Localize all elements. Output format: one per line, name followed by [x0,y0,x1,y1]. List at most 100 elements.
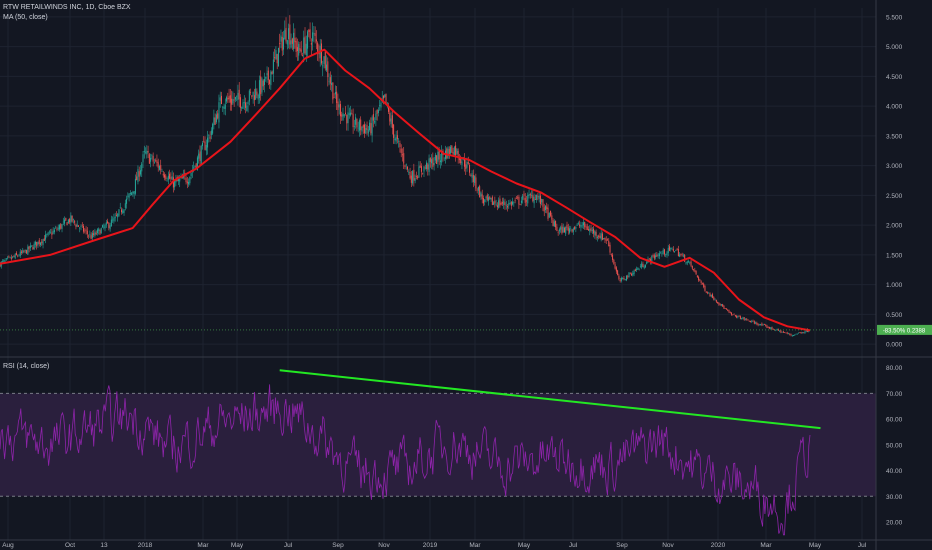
candle-body [681,254,683,256]
candle-body [724,308,726,310]
candle-body [613,259,615,264]
candle-body [2,261,4,262]
candle-body [595,232,597,237]
candle-body [314,33,316,37]
candle-body [88,235,90,237]
candle-body [589,229,591,232]
price-tick-label: 4.000 [886,104,903,111]
candle-body [569,228,571,233]
candle-body [617,270,619,276]
candle-body [467,162,469,164]
candle-body [300,49,302,52]
candle-body [515,197,517,199]
candle-body [542,199,544,207]
candle-body [752,320,754,322]
candle-body [69,218,71,223]
candle-body [165,175,167,179]
candle-body [677,249,679,257]
candle-body [103,226,105,228]
candle-body [422,172,424,174]
candle-body [43,238,45,241]
candle-body [55,227,57,229]
ma-line [0,48,811,332]
candle-body [427,164,429,170]
candle-body [32,247,34,250]
candle-body [328,80,330,82]
candle-body [785,332,787,334]
time-tick-label: 2019 [423,542,438,549]
candle-body [586,226,588,230]
candle-body [443,157,445,159]
candle-body [203,141,205,143]
candle-body [114,216,116,219]
candle-body [686,261,688,264]
candle-body [143,150,145,153]
candle-body [145,151,147,153]
candle-body [484,199,486,202]
candle-body [439,160,441,163]
candle-body [524,197,526,203]
candle-body [675,250,677,251]
candle-body [543,207,545,212]
candle-body [415,176,417,177]
candle-body [133,191,135,195]
candle-body [513,202,515,203]
candle-body [384,94,386,97]
candle-body [185,177,187,182]
candle-body [800,332,802,334]
candle-body [458,158,460,160]
candle-body [247,102,249,105]
candle-body [42,239,44,245]
candle-body [755,322,757,324]
candle-body [310,42,312,45]
candle-body [8,256,10,258]
candle-body [356,118,358,128]
candle-body [803,332,805,333]
candle-body [134,178,136,194]
candle-body [91,233,93,238]
candle-body [151,155,153,156]
candle-body [36,241,38,247]
candle-body [799,332,801,333]
candle-body [536,194,538,200]
candle-body [12,256,14,258]
candle-body [622,277,624,279]
candle-body [166,180,168,181]
candle-body [205,144,207,151]
candle-body [107,221,109,224]
candle-body [123,209,125,213]
candle-body [701,283,703,284]
candle-body [257,94,259,100]
candle-body [367,129,369,134]
candle-body [741,318,743,320]
candle-body [669,246,671,251]
candle-body [709,293,711,297]
candle-body [212,123,214,134]
candle-body [338,104,340,108]
candle-body [157,162,159,168]
candle-body [265,76,267,79]
candle-body [255,88,257,100]
candle-body [71,215,73,222]
candle-body [537,196,539,198]
candle-body [808,330,810,332]
candle-body [393,124,395,138]
candle-body [787,333,789,335]
time-tick-label: Jul [284,542,293,549]
candle-body [618,275,620,279]
candle-body [791,335,793,336]
candle-body [657,254,659,256]
price-tick-label: 4.500 [886,74,903,81]
candle-body [438,150,440,160]
candle-body [194,165,196,167]
candle-body [286,40,288,45]
rsi-tick-label: 20.00 [886,520,903,527]
candle-body [281,36,283,51]
candle-body [31,245,33,247]
candle-body [79,227,81,229]
candle-body [782,331,784,333]
candle-body [772,329,774,330]
candle-body [796,333,798,335]
candle-body [703,283,705,287]
last-price-label: -83.50% 0.2388 [883,328,926,334]
